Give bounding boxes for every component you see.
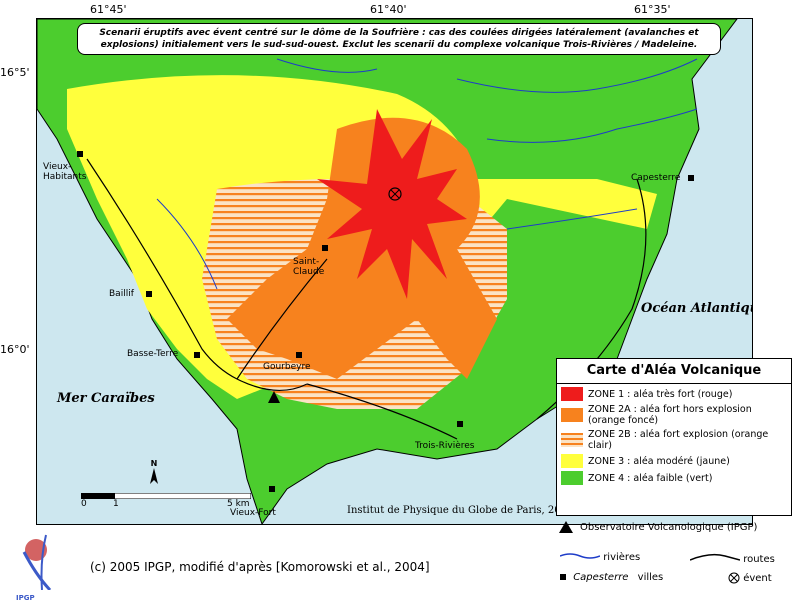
place-capesterre: Capesterre (631, 173, 681, 183)
tick-lon-1: 61°45' (90, 3, 127, 16)
road-line-icon (689, 553, 741, 561)
ipgp-logo: IPGP (16, 530, 60, 602)
scale-label-5: 5 km (227, 499, 250, 509)
vent-symbol (388, 187, 402, 201)
legend-town-example: Capesterre (573, 572, 629, 583)
swatch-zone-1 (561, 387, 583, 401)
map-frame: Vieux-Habitants Capesterre Saint-Claude … (36, 18, 753, 525)
legend-routes-label: routes (743, 554, 775, 565)
legend-rivers: rivières (559, 552, 641, 563)
swatch-zone-3 (561, 454, 583, 468)
tick-lon-2: 61°40' (370, 3, 407, 16)
legend-zone-1-label: ZONE 1 : aléa très fort (rouge) (588, 388, 733, 400)
river-line-icon (559, 553, 601, 559)
scale-label-0: 0 (81, 499, 87, 509)
zone-1-red (317, 109, 467, 299)
legend-zone-1: ZONE 1 : aléa très fort (rouge) (561, 387, 791, 401)
place-vieux-fort: Vieux-Fort (230, 508, 276, 518)
legend-towns: Capesterre villes (560, 572, 663, 583)
legend-zone-4: ZONE 4 : aléa faible (vert) (561, 471, 791, 485)
legend-vent-label: évent (743, 573, 772, 584)
legend-observatory: Observatoire Volcanologique (IPGP) (558, 520, 757, 534)
legend-zone-2b-label: ZONE 2B : aléa fort explosion (orange cl… (588, 429, 769, 451)
legend-zone-3-label: ZONE 3 : aléa modéré (jaune) (588, 455, 730, 467)
legend-observatory-label: Observatoire Volcanologique (IPGP) (580, 521, 758, 533)
legend-zone-4-label: ZONE 4 : aléa faible (vert) (588, 472, 713, 484)
triangle-icon (559, 521, 573, 533)
place-basse-terre: Basse-Terre (127, 349, 179, 359)
logo-text: IPGP (16, 594, 35, 602)
map-title: Scenarii éruptifs avec évent centré sur … (77, 23, 721, 55)
place-baillif: Baillif (109, 289, 134, 299)
legend-routes: routes (689, 552, 775, 565)
legend-zone-2a-label: ZONE 2A : aléa fort hors explosion (oran… (588, 404, 752, 426)
tick-lat-1: 16°5' (0, 66, 30, 79)
north-label: N (150, 459, 158, 468)
swatch-zone-4 (561, 471, 583, 485)
towns (77, 151, 694, 492)
scale-bar: 0 1 5 km (81, 493, 271, 511)
town-square-icon (560, 574, 566, 580)
legend-vent: évent (728, 572, 772, 584)
legend: Carte d'Aléa Volcanique ZONE 1 : aléa tr… (556, 358, 792, 516)
swatch-zone-2b (561, 433, 583, 447)
scale-label-1: 1 (113, 499, 119, 509)
legend-rivers-label: rivières (603, 552, 641, 563)
observatory-symbol (268, 391, 280, 403)
tick-lat-2: 16°0' (0, 343, 30, 356)
tick-lon-3: 61°35' (634, 3, 671, 16)
swatch-zone-2a (561, 408, 583, 422)
place-trois-rivieres: Trois-Rivières (415, 441, 475, 451)
legend-zone-2b: ZONE 2B : aléa fort explosion (orange cl… (561, 429, 791, 451)
place-vieux-habitants: Vieux-Habitants (43, 162, 87, 182)
vent-icon (728, 572, 740, 584)
north-arrow: N (149, 459, 159, 488)
institute-credit: Institut de Physique du Globe de Paris, … (347, 505, 574, 516)
sea-caribbean: Mer Caraïbes (57, 391, 155, 406)
place-gourbeyre: Gourbeyre (263, 362, 311, 372)
logo-icon (22, 534, 52, 592)
legend-title: Carte d'Aléa Volcanique (557, 359, 791, 384)
place-saint-claude: Saint-Claude (293, 257, 325, 277)
map-credit: (c) 2005 IPGP, modifié d'après [Komorows… (90, 560, 430, 574)
legend-towns-label: villes (637, 572, 664, 583)
sea-atlantic: Océan Atlantique (641, 301, 752, 316)
legend-zone-2a: ZONE 2A : aléa fort hors explosion (oran… (561, 404, 791, 426)
rivers (156, 58, 698, 290)
legend-zone-3: ZONE 3 : aléa modéré (jaune) (561, 454, 791, 468)
